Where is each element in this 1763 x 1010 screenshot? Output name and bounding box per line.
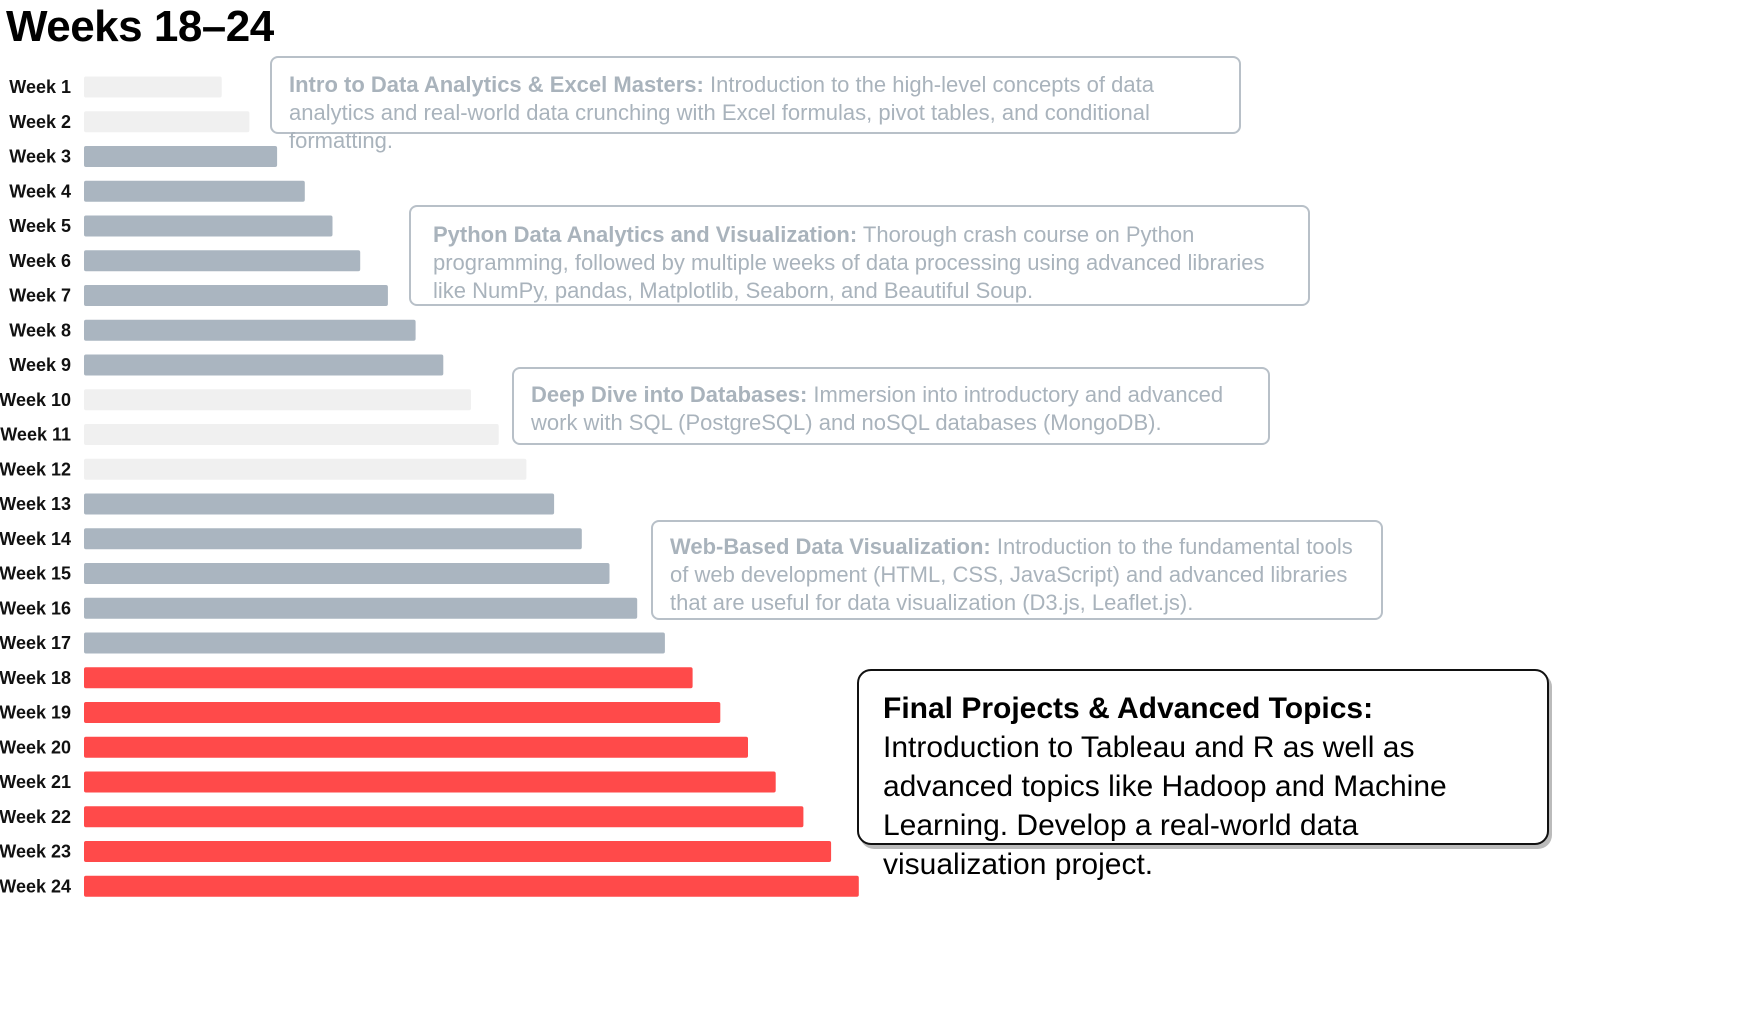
callout-web-visualization-text: Introduction to the fundamental tools of…: [670, 534, 1353, 615]
callout-databases: Deep Dive into Databases: Immersion into…: [512, 367, 1270, 445]
week-bar-current: [84, 667, 693, 689]
week-bar-past: [84, 250, 361, 272]
week-label: Week 14: [0, 529, 71, 549]
week-bar-past: [84, 354, 444, 376]
week-bar-faded: [84, 76, 222, 98]
callout-excel-text: Introduction to the high-level concepts …: [289, 72, 1154, 153]
week-bar-faded: [84, 458, 527, 480]
week-bar-past: [84, 146, 278, 167]
week-label: Week 12: [0, 459, 71, 479]
week-label: Week 10: [0, 390, 71, 410]
week-bar-current: [84, 771, 776, 793]
callout-databases-title: Deep Dive into Databases:: [531, 382, 808, 407]
week-label: Week 19: [0, 703, 71, 723]
callout-excel: Intro to Data Analytics & Excel Masters:…: [270, 56, 1241, 153]
week-bar-past: [84, 597, 638, 619]
week-label: Week 23: [0, 842, 71, 862]
week-bar-faded: [84, 111, 250, 133]
week-label: Week 8: [9, 320, 71, 340]
week-label: Week 22: [0, 807, 71, 827]
callout-excel-title: Intro to Data Analytics & Excel Masters:: [289, 72, 704, 97]
week-label: Week 15: [0, 564, 71, 584]
week-bar-faded: [84, 389, 471, 411]
week-bar-past: [84, 493, 555, 515]
callout-databases-text: Immersion into introductory and advanced…: [531, 382, 1224, 435]
week-label: Week 20: [0, 737, 71, 757]
week-bar-past: [84, 528, 582, 550]
callout-web-visualization: Web-Based Data Visualization: Introducti…: [651, 520, 1383, 620]
week-label: Week 21: [0, 772, 71, 792]
week-bar-current: [84, 841, 832, 862]
week-label: Week 5: [9, 216, 71, 236]
week-bar-current: [84, 875, 859, 897]
week-label: Week 17: [0, 633, 71, 653]
week-bar-faded: [84, 424, 499, 445]
week-label: Week 2: [9, 112, 71, 132]
week-bar-past: [84, 563, 610, 584]
week-bar-past: [84, 180, 305, 202]
callout-final-projects-text: Introduction to Tableau and R as well as…: [883, 731, 1447, 881]
week-bar-past: [84, 632, 665, 654]
week-label: Week 6: [9, 251, 71, 271]
week-label: Week 9: [9, 355, 71, 375]
week-bar-current: [84, 702, 721, 723]
callout-final-projects-title: Final Projects & Advanced Topics:: [883, 692, 1374, 725]
week-label: Week 3: [9, 147, 71, 167]
callout-web-visualization-title: Web-Based Data Visualization:: [670, 534, 991, 559]
page-title: Weeks 18–24: [6, 2, 274, 51]
week-label: Week 13: [0, 494, 71, 514]
week-label: Week 11: [0, 425, 71, 445]
week-label: Week 7: [9, 286, 71, 306]
week-label: Week 4: [9, 181, 71, 201]
callout-python-text: Thorough crash course on Python programm…: [433, 222, 1265, 303]
week-bar-current: [84, 736, 748, 758]
week-bar-past: [84, 215, 333, 237]
week-label: Week 16: [0, 598, 71, 618]
week-label: Week 18: [0, 668, 71, 688]
callout-final-projects: Final Projects & Advanced Topics: Introd…: [857, 669, 1549, 881]
week-bar-past: [84, 285, 388, 306]
week-bar-current: [84, 806, 804, 828]
callout-python: Python Data Analytics and Visualization:…: [409, 205, 1310, 306]
week-bar-past: [84, 319, 416, 341]
callout-python-title: Python Data Analytics and Visualization:: [433, 222, 858, 247]
week-label: Week 1: [9, 77, 71, 97]
week-label: Week 24: [0, 876, 71, 896]
